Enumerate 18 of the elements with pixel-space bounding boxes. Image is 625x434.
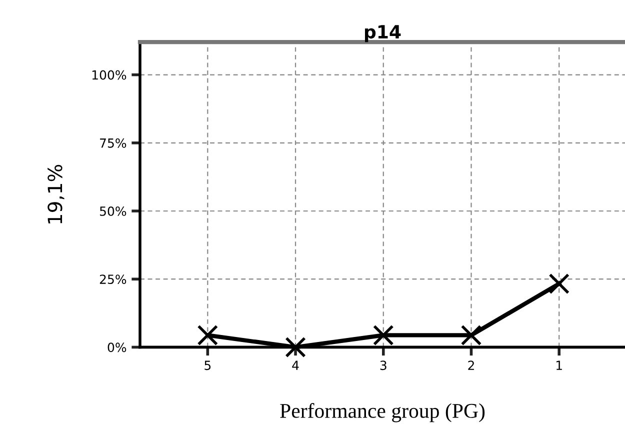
y-tick-label: 0% xyxy=(108,342,126,352)
point xyxy=(460,324,482,346)
point xyxy=(285,336,306,358)
y-axis-title: 19,1% xyxy=(48,164,64,224)
x-tick-label: 5 xyxy=(204,360,211,370)
x-tick-label: 3 xyxy=(380,360,386,370)
x-axis-title: Performance group (PG) xyxy=(280,403,485,422)
y-tick-label: 100% xyxy=(92,70,126,80)
y-tick-label: 75% xyxy=(100,138,126,148)
point xyxy=(197,324,218,346)
point xyxy=(548,273,570,294)
x-tick-label: 1 xyxy=(556,360,562,370)
x-tick-label: 4 xyxy=(292,360,299,370)
y-tick-label: 25% xyxy=(100,274,126,284)
x-tick-label: 2 xyxy=(468,360,474,370)
y-tick-label: 50% xyxy=(100,206,126,216)
point xyxy=(372,324,394,346)
chart-title: p14 xyxy=(364,25,401,42)
